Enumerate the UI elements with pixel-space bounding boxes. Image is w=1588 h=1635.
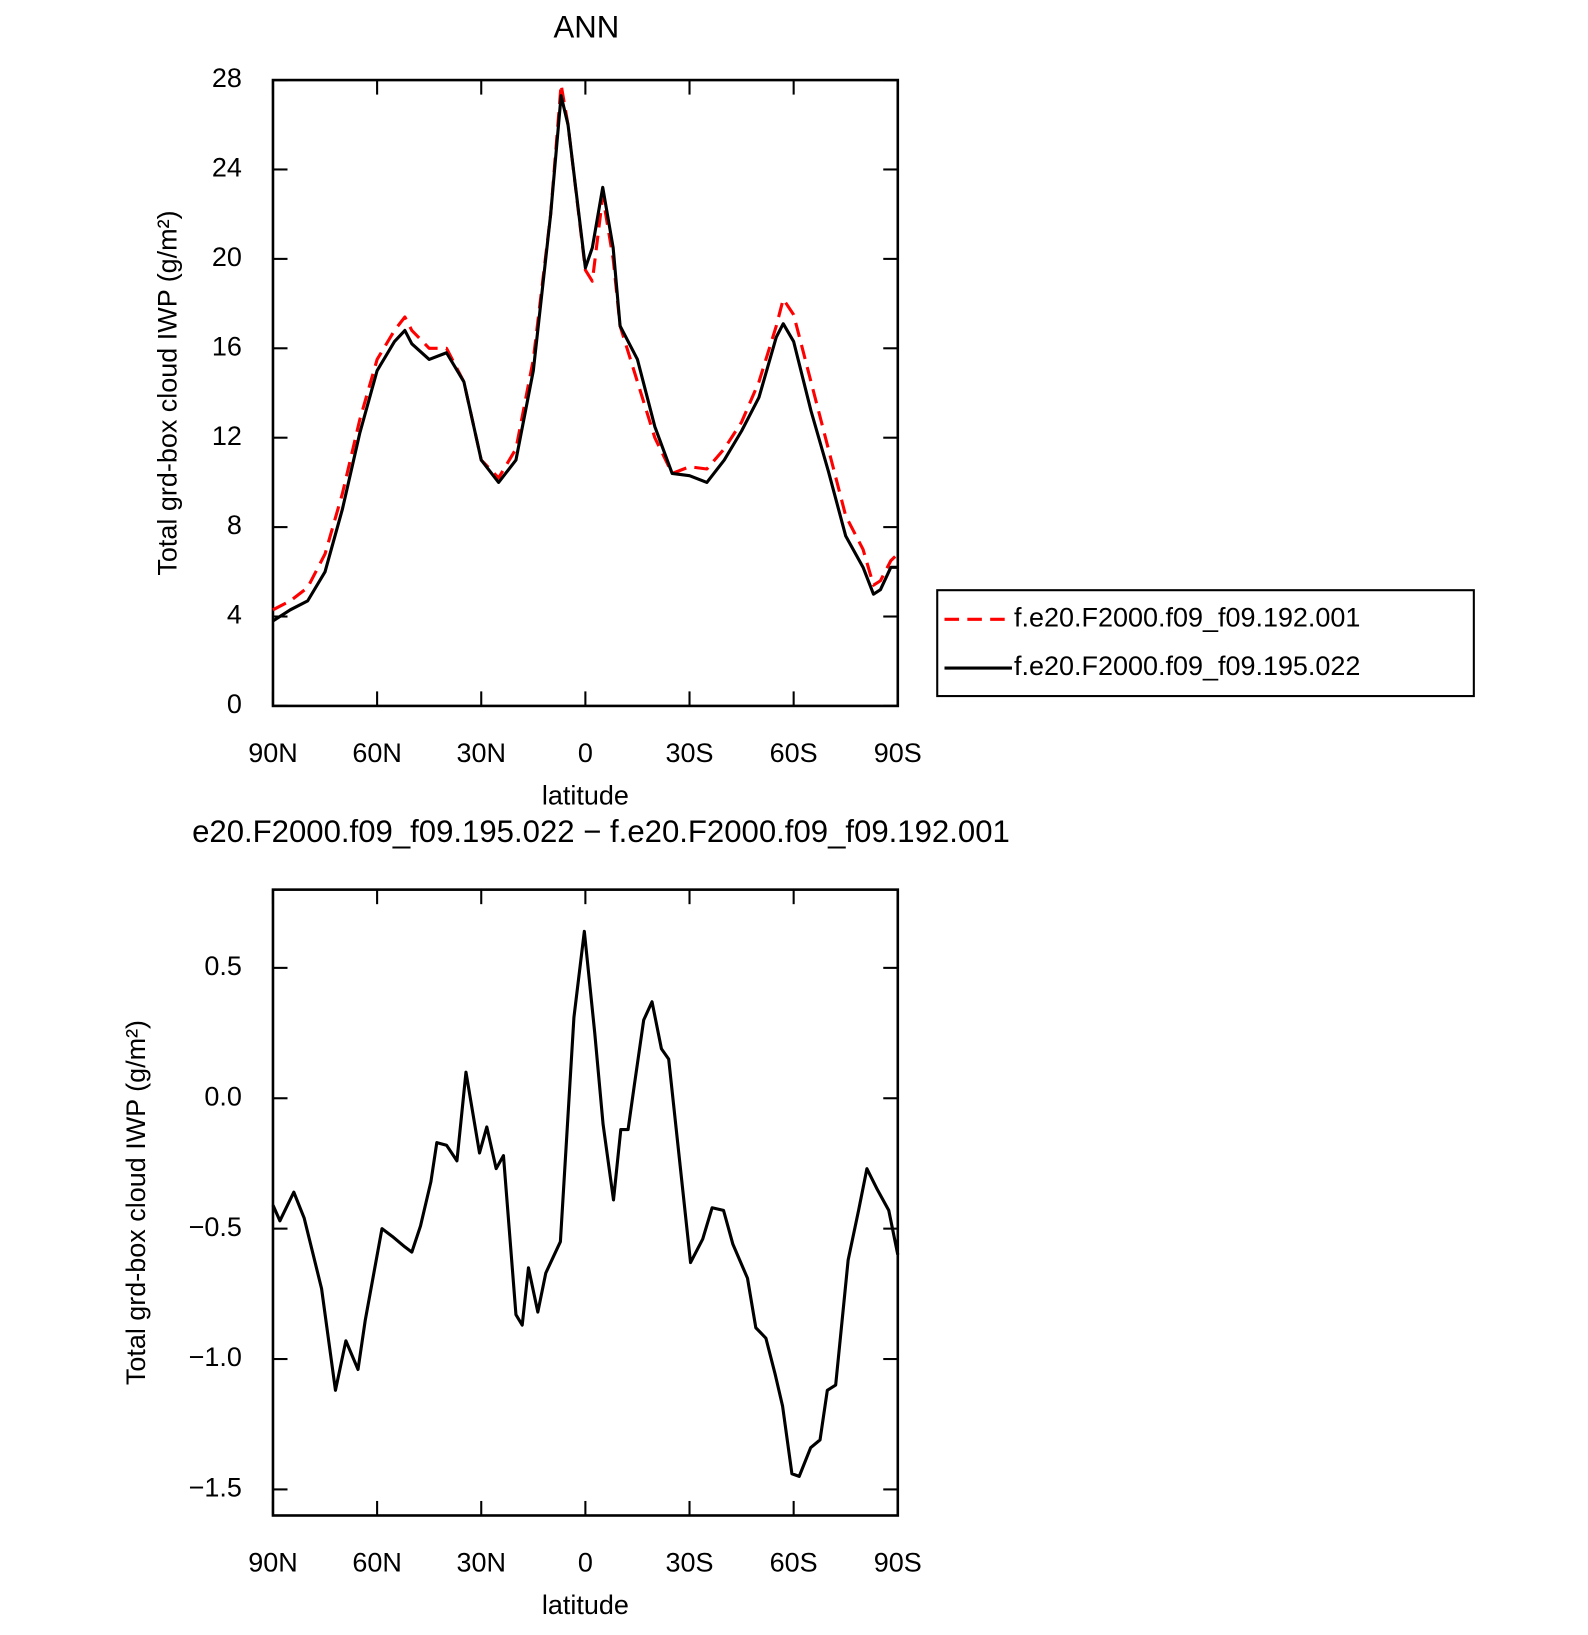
legend-label: f.e20.F2000.f09_f09.192.001 [1014,602,1360,632]
y-tick-label: 28 [212,63,242,93]
x-tick-label: 60N [352,738,401,768]
series-line [271,929,900,1478]
plot-frame [271,78,900,708]
x-axis-label: latitude [542,1590,629,1620]
y-tick-label: 0.5 [204,951,241,981]
y-tick-label: 16 [212,331,242,361]
x-tick-label: 30S [666,738,714,768]
x-tick-label: 90S [874,1547,922,1577]
x-tick-label: 60S [770,738,818,768]
x-tick-label: 30S [666,1547,714,1577]
y-tick-label: 12 [212,421,242,451]
y-axis-label: Total grd-box cloud IWP (g/m²) [152,210,182,575]
y-tick-label: 4 [227,600,242,630]
y-tick-label: 20 [212,242,242,272]
x-tick-label: 0 [578,738,593,768]
y-tick-label: −0.5 [189,1212,242,1242]
x-tick-label: 0 [578,1547,593,1577]
x-axis-label: latitude [542,780,629,810]
x-tick-label: 60S [770,1547,818,1577]
y-axis-label: Total grd-box cloud IWP (g/m²) [121,1020,151,1385]
x-tick-label: 90N [248,738,297,768]
chart-title: e20.F2000.f09_f09.195.022 − f.e20.F2000.… [192,814,1010,849]
legend-box [936,589,1475,698]
y-tick-label: −1.0 [189,1342,242,1372]
chart-title: ANN [554,9,620,44]
x-tick-label: 90N [248,1547,297,1577]
series-line [272,82,899,612]
x-tick-label: 30N [457,1547,506,1577]
x-tick-label: 90S [874,738,922,768]
y-tick-label: 8 [227,510,242,540]
y-tick-label: 0.0 [204,1081,241,1111]
y-tick-label: 0 [227,689,242,719]
y-tick-label: 24 [212,153,242,183]
legend-label: f.e20.F2000.f09_f09.195.022 [1014,651,1360,681]
x-tick-label: 60N [352,1547,401,1577]
y-tick-label: −1.5 [189,1473,242,1503]
plot-frame [271,888,900,1517]
series-line [272,94,898,623]
x-tick-label: 30N [457,738,506,768]
